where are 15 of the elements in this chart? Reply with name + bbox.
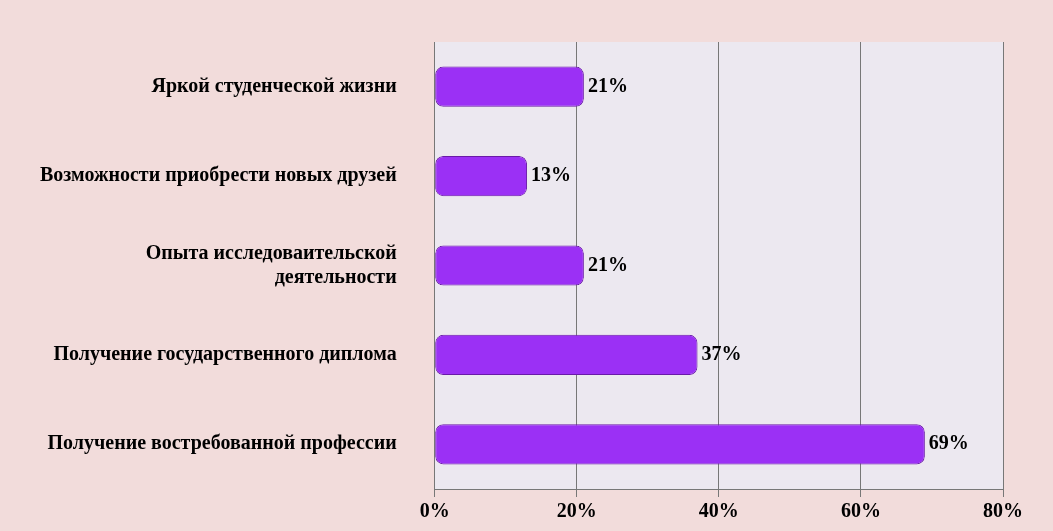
y-tick-label: Возможности приобрести новых друзей	[40, 163, 397, 187]
x-tick-label: 40%	[698, 499, 739, 522]
data-label: 21%	[587, 73, 628, 96]
x-tick-label: 60%	[840, 499, 881, 522]
data-label: 13%	[531, 163, 572, 186]
x-tick-label: 0%	[419, 499, 450, 522]
data-label: 21%	[587, 252, 628, 275]
y-tick-label: Получение государственного диплома	[53, 342, 397, 366]
y-tick-label: Яркой студенческой жизни	[151, 73, 397, 97]
data-label: 69%	[928, 431, 969, 454]
y-tick-label: Получение востребованной профессии	[47, 431, 397, 455]
x-tick-label: 80%	[983, 499, 1023, 522]
data-label: 37%	[701, 342, 742, 365]
x-tick-label: 20%	[556, 499, 597, 522]
y-tick-label: Опыта исследоваительской деятельности	[145, 240, 397, 287]
